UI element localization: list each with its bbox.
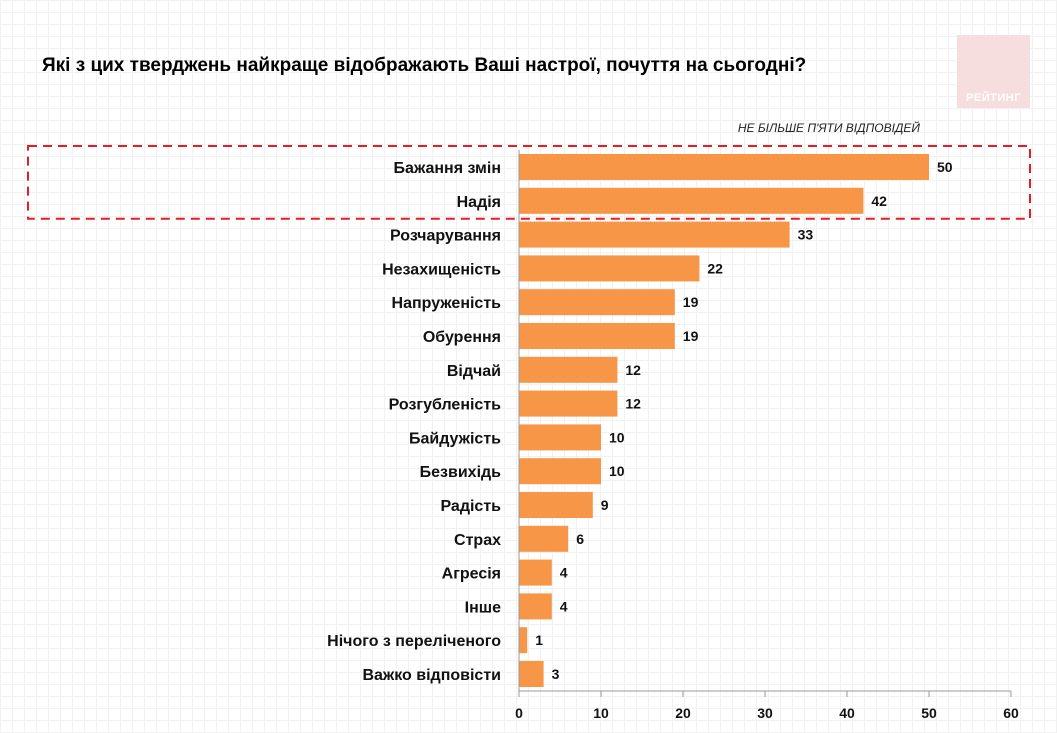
bar [519, 593, 552, 620]
value-label: 10 [609, 429, 625, 445]
x-tick-label: 30 [757, 705, 773, 721]
bar [519, 390, 618, 417]
bar [519, 525, 569, 552]
value-label: 4 [560, 598, 568, 614]
category-label: Розчарування [390, 228, 501, 245]
category-label: Важко відповісти [362, 667, 501, 684]
category-label: Радість [440, 498, 501, 515]
value-label: 3 [552, 666, 560, 682]
category-label: Бажання змін [394, 160, 501, 177]
value-label: 1 [535, 632, 543, 648]
rating-logo: РЕЙТИНГ [957, 35, 1030, 108]
chart-title: Які з цих тверджень найкраще відображают… [42, 55, 807, 76]
bar [519, 627, 528, 654]
bar [519, 187, 864, 214]
bar [519, 221, 790, 248]
category-label: Надія [457, 194, 501, 211]
bar [519, 458, 601, 485]
bar [519, 289, 675, 316]
value-label: 10 [609, 463, 625, 479]
bar [519, 154, 929, 180]
category-label: Агресія [442, 566, 501, 583]
value-label: 19 [683, 328, 699, 344]
bar [519, 255, 700, 282]
value-label: 4 [560, 565, 568, 581]
value-label: 6 [576, 531, 584, 547]
category-label: Страх [454, 532, 501, 549]
x-tick-label: 10 [593, 705, 609, 721]
value-label: 12 [625, 396, 641, 412]
x-tick-label: 50 [921, 705, 937, 721]
logo-text: РЕЙТИНГ [966, 92, 1021, 104]
value-label: 9 [601, 497, 609, 513]
category-label: Інше [465, 599, 501, 616]
category-label: Безвихідь [420, 464, 502, 481]
x-axis: 0 10 20 30 40 50 60 [515, 150, 1019, 721]
value-label: 50 [937, 159, 953, 175]
category-label: Відчай [447, 363, 501, 380]
x-tick-label: 60 [1003, 705, 1019, 721]
category-label: Напруженість [392, 295, 502, 312]
bar [519, 492, 593, 518]
category-label: Обурення [423, 329, 501, 346]
category-label: Незахищеність [382, 261, 501, 278]
category-label: Нічого з переліченого [327, 633, 501, 650]
x-tick-label: 0 [515, 705, 523, 721]
value-label: 33 [798, 227, 814, 243]
category-label: Розгубленість [389, 397, 502, 414]
answer-limit-note: НЕ БІЛЬШЕ П'ЯТИ ВІДПОВІДЕЙ [737, 121, 920, 135]
bar [519, 661, 544, 687]
value-label: 22 [707, 260, 723, 276]
value-label: 42 [871, 193, 887, 209]
bars-layer: Бажання змін 50 Надія 42 Розчарування 33 Незах… [27, 145, 1031, 687]
value-label: 19 [683, 294, 699, 310]
x-tick-label: 40 [839, 705, 855, 721]
highlight-box [27, 145, 1031, 220]
category-label: Байдужість [409, 430, 501, 447]
x-tick-label: 20 [675, 705, 691, 721]
bar [519, 424, 601, 451]
bar [519, 323, 675, 349]
bar [519, 356, 618, 383]
bar [519, 559, 552, 586]
value-label: 12 [625, 362, 641, 378]
